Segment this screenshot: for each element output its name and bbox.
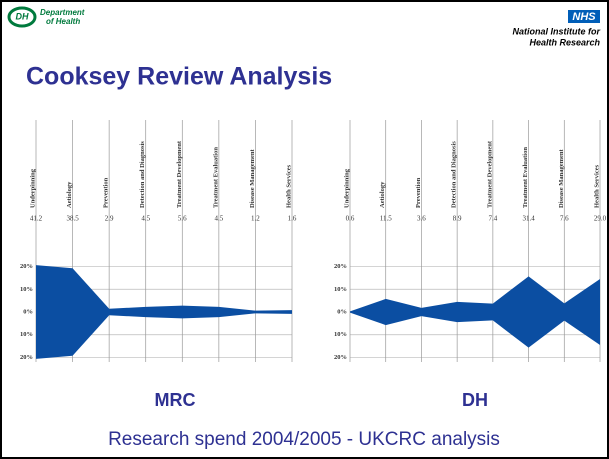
- y-tick-label: 10%: [20, 286, 33, 293]
- nihr-name: National Institute for: [513, 26, 601, 36]
- category-label: Disease Management: [558, 148, 565, 208]
- y-tick-label: 20%: [334, 354, 347, 361]
- value-label: 38.5: [66, 215, 79, 223]
- value-label: 1.2: [251, 215, 260, 223]
- value-label: 2.9: [105, 215, 114, 223]
- category-label: Health Services: [285, 164, 292, 208]
- value-label: 31.4: [522, 215, 535, 223]
- category-label: Treatment Evaluation: [212, 147, 219, 208]
- dh-name: Department: [40, 8, 85, 17]
- value-label: 3.6: [417, 215, 426, 223]
- nihr-name: Health Research: [529, 37, 600, 47]
- y-tick-label: 0%: [23, 308, 33, 315]
- category-label: Aetiology: [379, 181, 386, 208]
- dh-name: of Health: [46, 17, 80, 26]
- category-label: Disease Management: [249, 148, 256, 208]
- value-label: 4.5: [214, 215, 223, 223]
- y-tick-label: 10%: [334, 286, 347, 293]
- category-label: Treatment Evaluation: [522, 147, 529, 208]
- value-label: 7.4: [488, 215, 497, 223]
- category-label: Prevention: [103, 177, 110, 208]
- slide-title: Cooksey Review Analysis: [26, 63, 332, 91]
- chart-title: DH: [462, 390, 488, 410]
- category-label: Treatment Development: [486, 140, 493, 208]
- value-label: 8.9: [453, 215, 462, 223]
- dh-logo: DH: [16, 11, 29, 21]
- category-label: Prevention: [415, 177, 422, 208]
- value-label: 11.5: [380, 215, 392, 223]
- value-label: 5.6: [178, 215, 187, 223]
- category-label: Treatment Development: [176, 140, 183, 208]
- value-label: 0.6: [346, 215, 355, 223]
- y-tick-label: 20%: [334, 263, 347, 270]
- y-tick-label: 10%: [20, 331, 33, 338]
- footer: Research spend 2004/2005 - UKCRC analysi…: [108, 429, 500, 450]
- category-label: Detection and Diagnosis: [451, 141, 458, 208]
- category-label: Detection and Diagnosis: [139, 141, 146, 208]
- chart-title: MRC: [155, 390, 196, 410]
- category-label: Underpinning: [343, 168, 350, 208]
- value-label: 1.6: [288, 215, 297, 223]
- y-tick-label: 20%: [20, 354, 33, 361]
- value-label: 7.6: [560, 215, 569, 223]
- spend-band: [36, 265, 292, 359]
- category-label: Aetiology: [66, 181, 73, 208]
- y-tick-label: 10%: [334, 331, 347, 338]
- dh-logo-ring: [7, 6, 37, 28]
- category-label: Health Services: [593, 164, 600, 208]
- y-tick-label: 0%: [337, 308, 347, 315]
- value-label: 29.0: [594, 215, 607, 223]
- category-label: Underpinning: [29, 168, 36, 208]
- value-label: 41.2: [30, 215, 43, 223]
- y-tick-label: 20%: [20, 263, 33, 270]
- nhs-logo: NHS: [572, 11, 596, 23]
- nhs-box: [568, 10, 600, 23]
- spend-band: [350, 276, 600, 348]
- value-label: 4.5: [141, 215, 150, 223]
